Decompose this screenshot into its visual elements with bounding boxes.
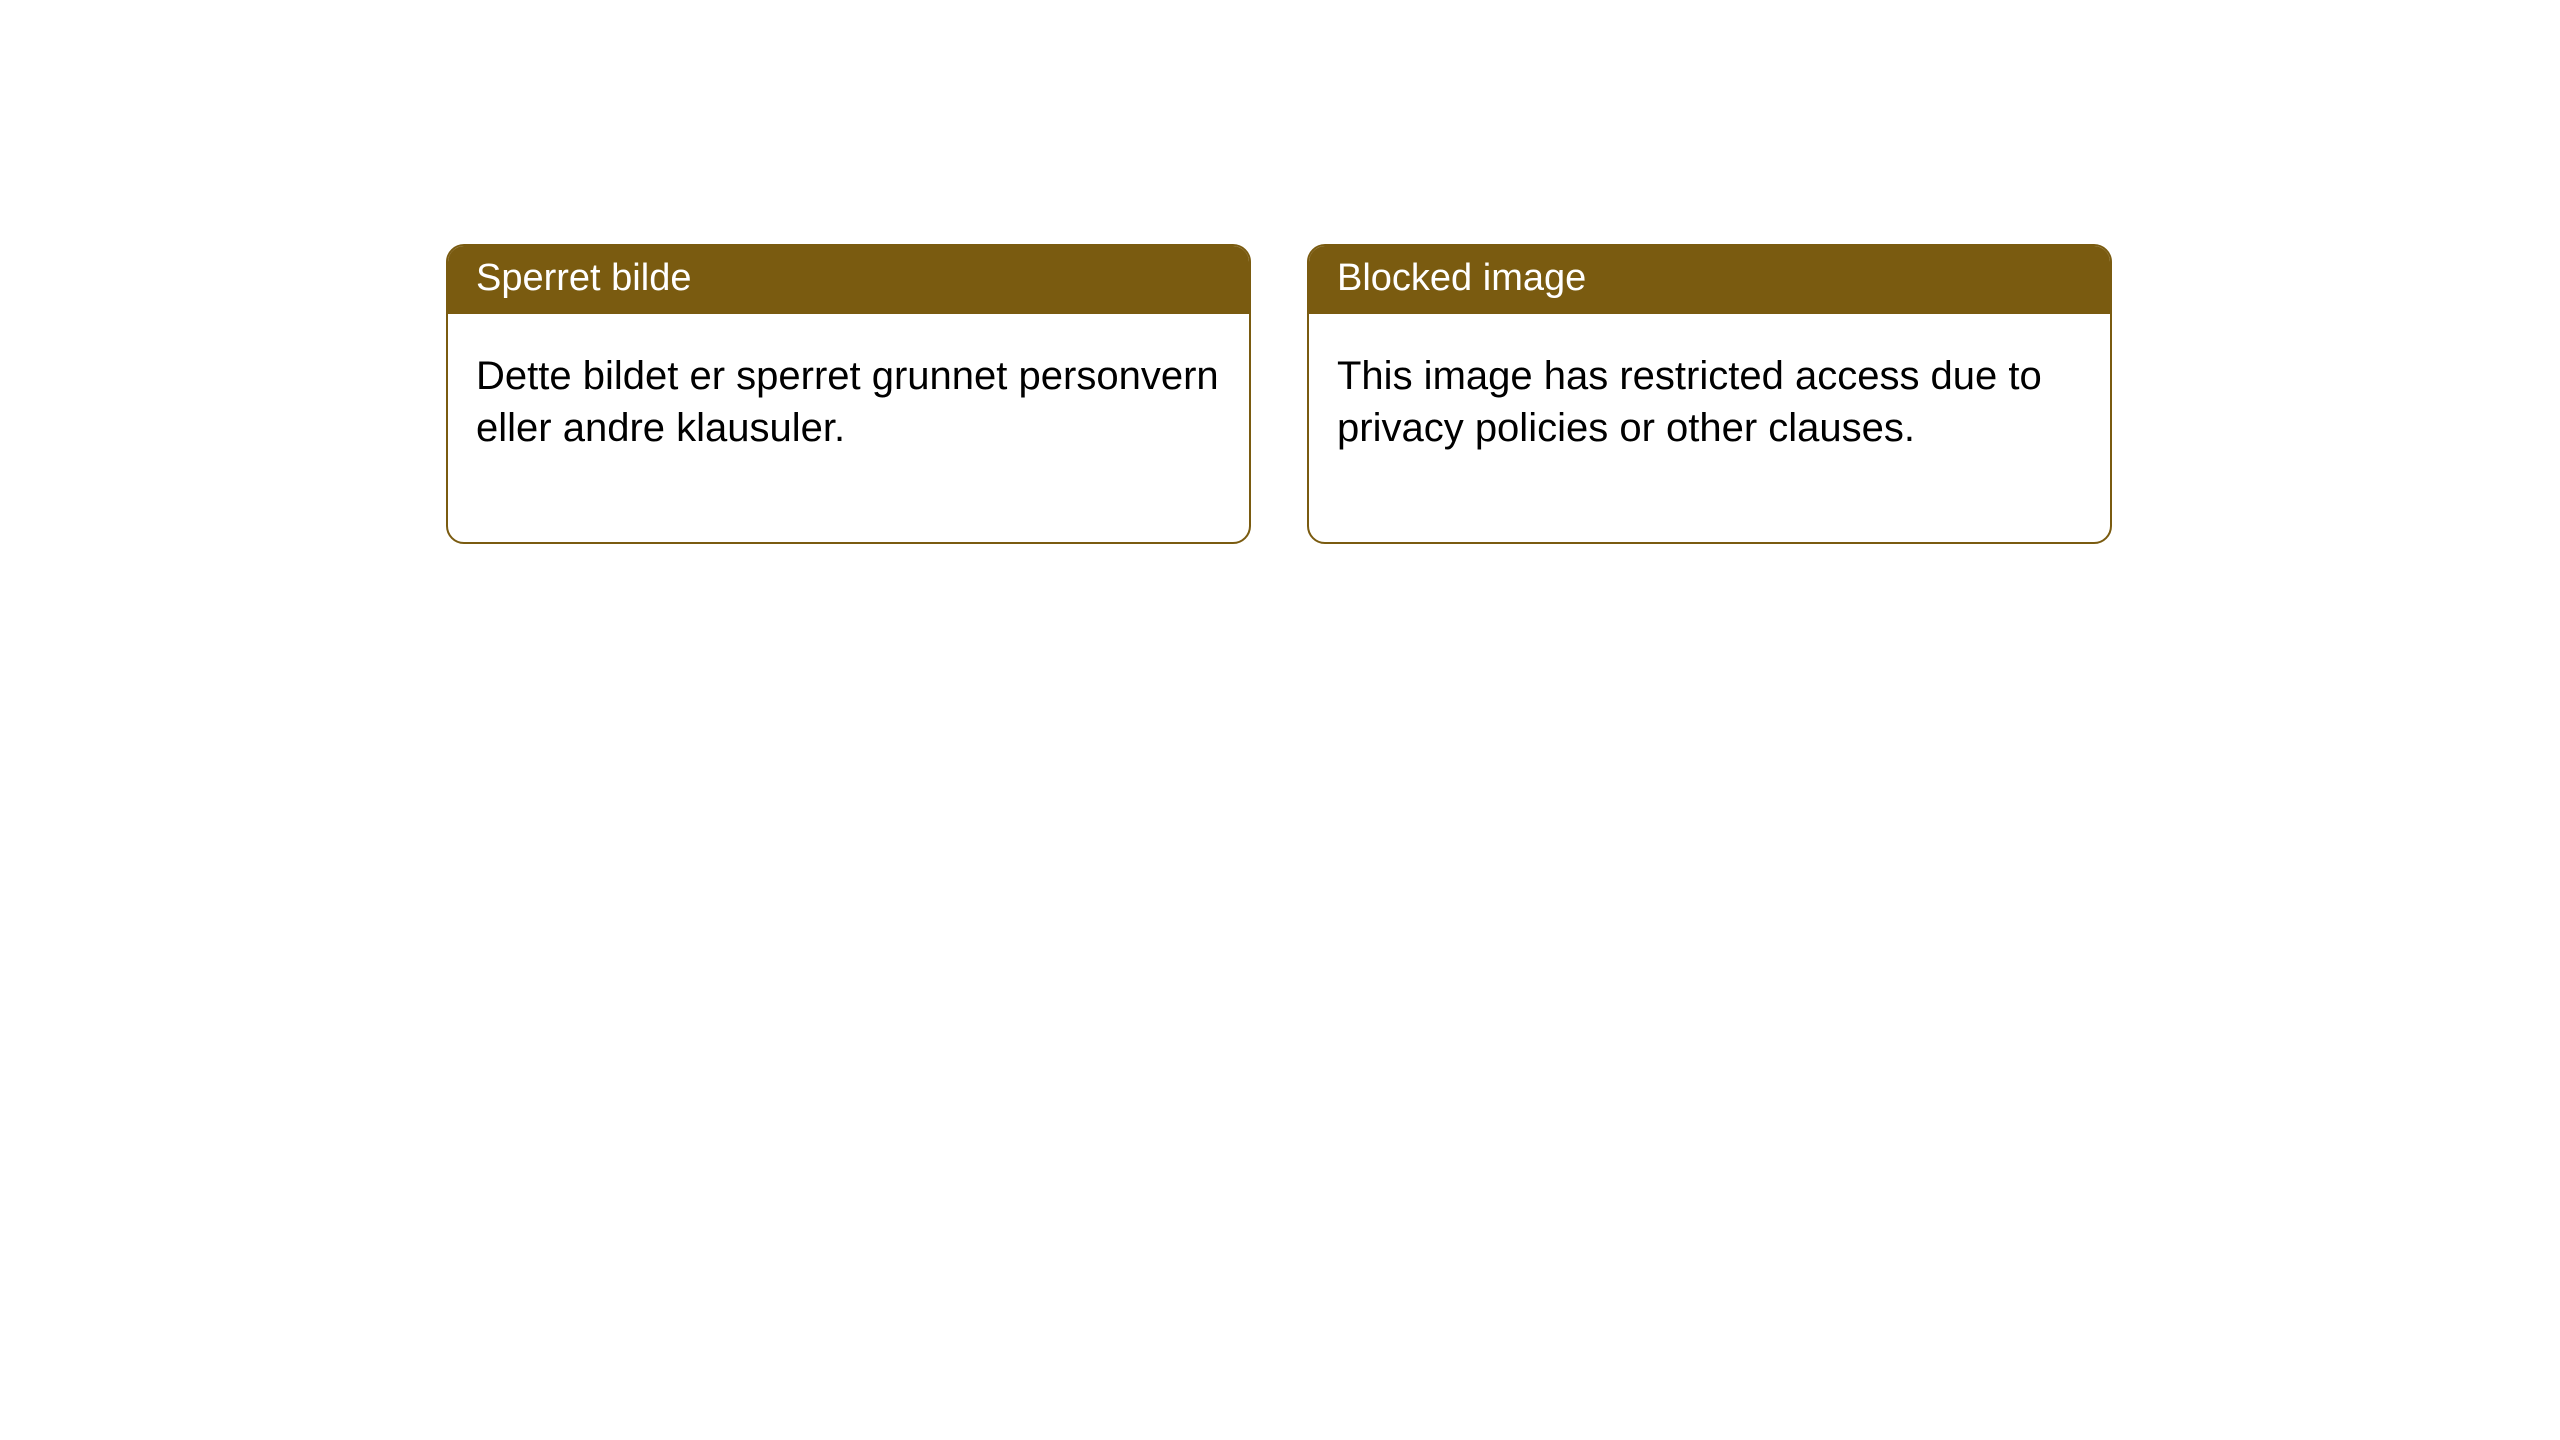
notice-container: Sperret bilde Dette bildet er sperret gr… xyxy=(0,0,2560,544)
notice-body: Dette bildet er sperret grunnet personve… xyxy=(448,314,1249,542)
notice-body: This image has restricted access due to … xyxy=(1309,314,2110,542)
notice-card-norwegian: Sperret bilde Dette bildet er sperret gr… xyxy=(446,244,1251,544)
notice-header: Blocked image xyxy=(1309,246,2110,314)
notice-card-english: Blocked image This image has restricted … xyxy=(1307,244,2112,544)
notice-header: Sperret bilde xyxy=(448,246,1249,314)
